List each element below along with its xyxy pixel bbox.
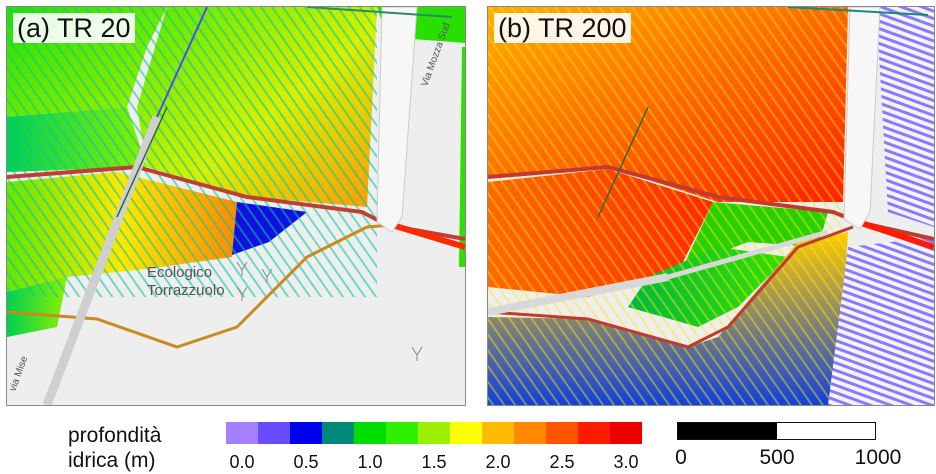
scale-bar bbox=[677, 422, 876, 440]
colorbar-swatch-8 bbox=[482, 422, 514, 444]
scale-label-500: 500 bbox=[759, 446, 795, 469]
scale-label-0: 0 bbox=[675, 446, 687, 469]
colorbar-tick-0: 0.0 bbox=[229, 452, 255, 472]
flood-map-a: Ecologico Torrazzuolo Via Mozza Sud via … bbox=[7, 7, 465, 405]
colorbar-tick-4: 2.0 bbox=[485, 452, 511, 472]
colorbar-swatch-6 bbox=[418, 422, 450, 444]
scale-bar-white-segment bbox=[776, 423, 875, 439]
scale-bar-black-segment bbox=[678, 423, 777, 439]
map-label-torrazzuolo: Torrazzuolo bbox=[147, 282, 225, 299]
legend-title-line2: idrica (m) bbox=[68, 449, 156, 472]
panel-b-label: (b) TR 200 bbox=[494, 13, 631, 43]
colorbar-tick-5: 2.5 bbox=[549, 452, 575, 472]
colorbar-swatch-11 bbox=[578, 422, 610, 444]
flood-map-b bbox=[488, 7, 934, 405]
map-panel-b: (b) TR 200 bbox=[487, 6, 935, 406]
colorbar-swatch-4 bbox=[354, 422, 386, 444]
colorbar-swatch-10 bbox=[546, 422, 578, 444]
depth-colorbar bbox=[226, 422, 642, 444]
colorbar-tick-3: 1.5 bbox=[421, 452, 447, 472]
scale-label-1000: 1000 bbox=[854, 446, 902, 469]
map-panel-a: Ecologico Torrazzuolo Via Mozza Sud via … bbox=[6, 6, 466, 406]
colorbar-swatch-2 bbox=[290, 422, 322, 444]
panel-a-label: (a) TR 20 bbox=[13, 13, 135, 43]
colorbar-swatch-1 bbox=[258, 422, 290, 444]
colorbar-swatch-3 bbox=[322, 422, 354, 444]
map-label-ecologico: Ecologico bbox=[147, 264, 212, 281]
colorbar-tick-1: 0.5 bbox=[293, 452, 319, 472]
tree-symbols bbox=[236, 261, 423, 361]
colorbar-swatch-9 bbox=[514, 422, 546, 444]
colorbar-swatch-5 bbox=[386, 422, 418, 444]
colorbar-tick-6: 3.0 bbox=[613, 452, 639, 472]
legend-title-line1: profondità bbox=[68, 424, 162, 447]
colorbar-swatch-7 bbox=[450, 422, 482, 444]
colorbar-swatch-12 bbox=[610, 422, 642, 444]
colorbar-tick-2: 1.0 bbox=[357, 452, 383, 472]
colorbar-swatch-0 bbox=[226, 422, 258, 444]
